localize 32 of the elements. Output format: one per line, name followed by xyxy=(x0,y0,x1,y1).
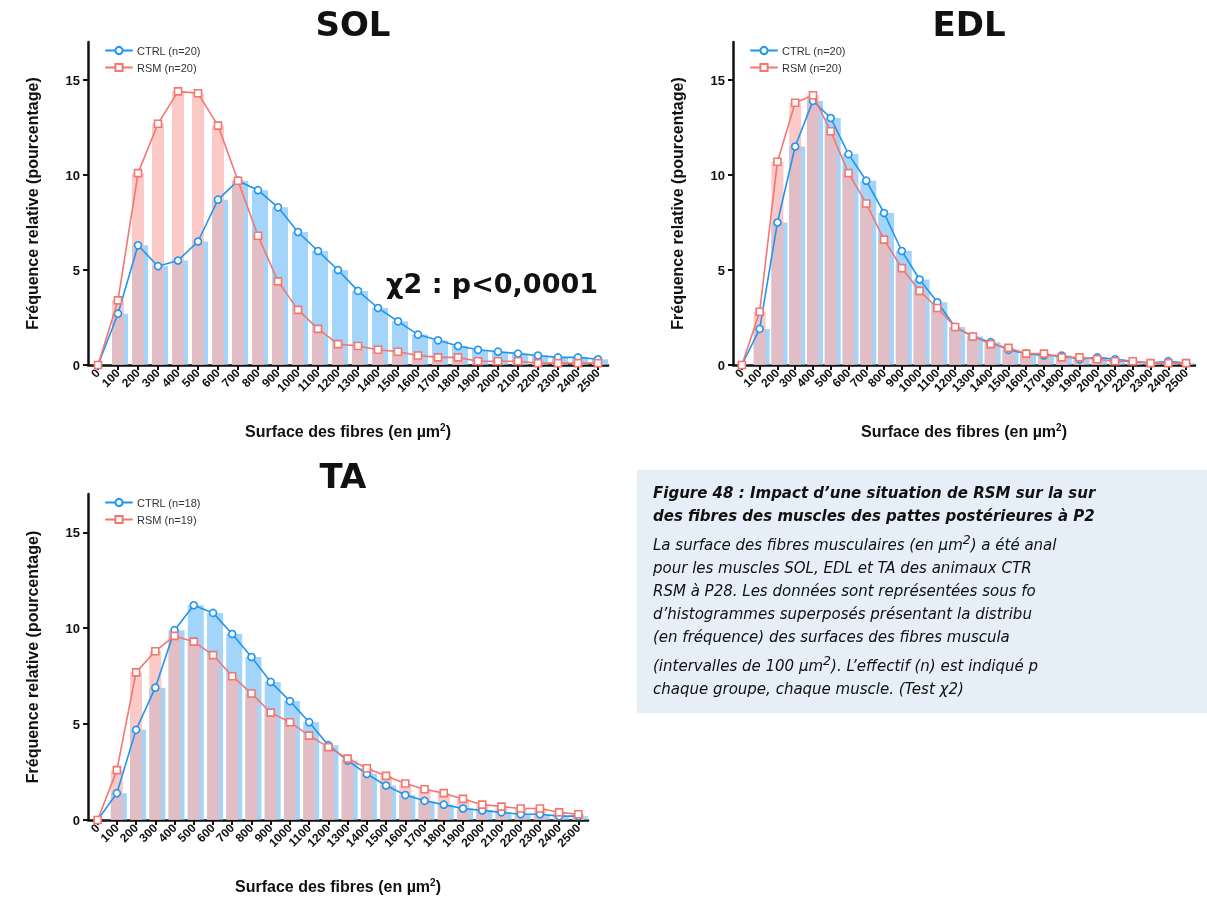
y-axis-title: Fréquence relative (pourcentage) xyxy=(23,77,41,330)
x-tick-label: 0 xyxy=(88,365,104,381)
y-tick-label: 15 xyxy=(65,524,80,540)
y-tick-label: 5 xyxy=(72,262,80,278)
y-axis-title: Fréquence relative (pourcentage) xyxy=(668,77,686,330)
y-tick-label: 10 xyxy=(65,620,80,636)
text: (en fréquence) des surfaces des fibres muscula xyxy=(653,627,1011,648)
legend-label: RSM (n=20) xyxy=(137,61,197,74)
text: d’histogrammes superposés présentant la distribu xyxy=(653,604,1033,625)
chart-title: EDL xyxy=(932,4,1006,44)
legend-label: CTRL (n=18) xyxy=(137,496,201,509)
chart-title: SOL xyxy=(315,4,391,44)
text: pour les muscles SOL, EDL et TA des animaux CTR xyxy=(653,558,1033,579)
legend-label: RSM (n=20) xyxy=(782,61,842,74)
chart-title: TA xyxy=(319,456,368,496)
y-tick-label: 10 xyxy=(65,167,80,183)
text: (intervalles de 100 µm$^{2}$). L’effectif (n) est indiqué p xyxy=(653,652,1040,677)
y-tick-label: 15 xyxy=(65,72,80,88)
y-tick-label: 5 xyxy=(72,716,80,732)
legend-label: CTRL (n=20) xyxy=(137,44,201,57)
text: RSM à P28. Les données sont représentées sous fo xyxy=(653,581,1037,602)
legend-label: RSM (n=19) xyxy=(137,513,197,526)
text: chaque groupe, chaque muscle. (Test χ2) xyxy=(653,679,965,700)
y-tick-label: 5 xyxy=(717,262,725,278)
text: Figure 48 : Impact d’une situation de RSM sur la sur des fibres des muscles des pattes postérieures à P2 xyxy=(653,483,1097,527)
legend-label: CTRL (n=20) xyxy=(782,44,846,57)
x-tick-label: 300 xyxy=(138,365,164,391)
y-tick-label: 15 xyxy=(710,72,725,88)
annotation: χ2 : p<0,0001 xyxy=(386,268,599,299)
y-axis-title: Fréquence relative (pourcentage) xyxy=(23,530,41,784)
text: La surface des fibres musculaires (en µm$^{2}$) a été anal xyxy=(653,531,1058,556)
y-tick-label: 10 xyxy=(710,167,725,183)
